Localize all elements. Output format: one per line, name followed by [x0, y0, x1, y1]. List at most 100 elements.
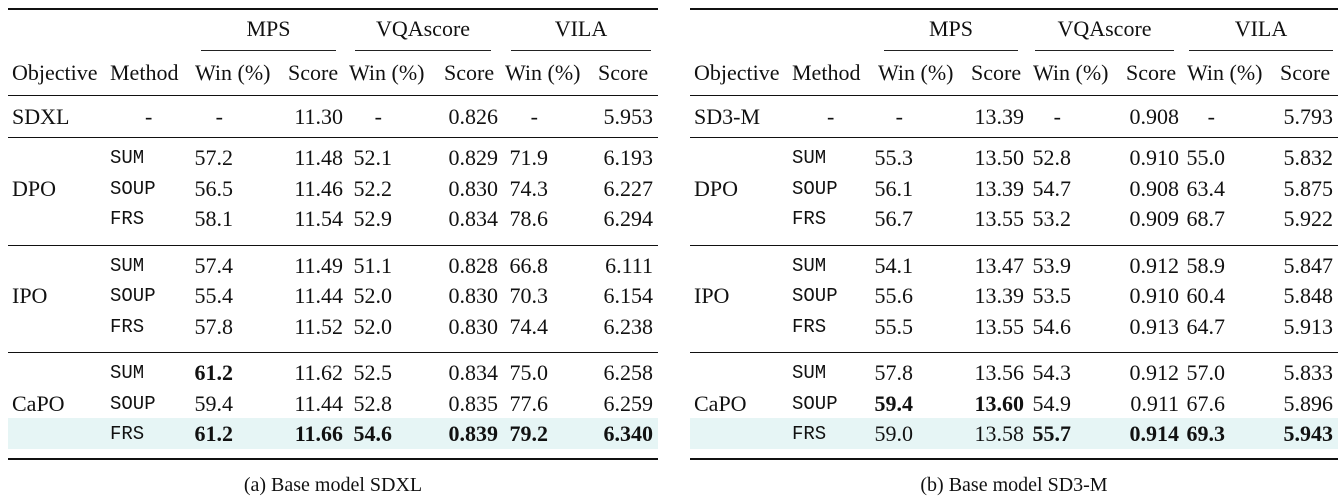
value-cell: 11.54 — [294, 206, 343, 231]
baseline-value: 0.826 — [448, 104, 499, 129]
group-header: VILA — [554, 16, 608, 41]
value-cell: 53.2 — [1032, 206, 1072, 231]
method-cell: FRS — [792, 423, 827, 445]
value-cell: 74.4 — [509, 313, 549, 339]
value-cell: 11.52 — [294, 313, 343, 339]
value-cell: 52.2 — [353, 175, 393, 201]
value-cell: 57.4 — [194, 252, 234, 278]
method-cell: FRS — [792, 208, 827, 230]
value-cell: 0.835 — [448, 390, 499, 416]
value-cell: 54.6 — [353, 421, 393, 446]
value-cell: 0.914 — [1129, 421, 1180, 446]
baseline-objective: SD3-M — [694, 104, 761, 129]
block-rule — [690, 244, 1338, 246]
value-cell: 78.6 — [509, 206, 549, 231]
group-underline — [355, 50, 491, 51]
column-header: Win (%) — [878, 60, 954, 85]
value-cell: 6.238 — [603, 313, 654, 339]
objective-label: CaPO — [12, 390, 65, 416]
objective-label: DPO — [12, 175, 57, 201]
value-cell: 0.912 — [1129, 252, 1180, 278]
baseline-value: - — [1207, 104, 1215, 129]
column-header: Win (%) — [505, 60, 581, 85]
value-cell: 57.8 — [874, 360, 914, 385]
value-cell: 53.5 — [1032, 283, 1072, 308]
value-cell: 68.7 — [1186, 206, 1226, 231]
value-cell: 54.1 — [874, 252, 914, 278]
column-header: Objective — [694, 60, 780, 85]
value-cell: 0.830 — [448, 313, 499, 339]
method-cell: FRS — [110, 423, 145, 445]
caption-a: (a) Base model SDXL — [243, 474, 423, 496]
value-cell: 13.60 — [974, 390, 1025, 416]
value-cell: 6.193 — [603, 145, 654, 170]
column-header: Method — [110, 60, 179, 85]
value-cell: 0.910 — [1129, 145, 1180, 170]
objective-label: IPO — [694, 283, 730, 308]
value-cell: 61.2 — [194, 421, 234, 446]
baseline-value: - — [215, 104, 223, 129]
top-rule — [8, 8, 658, 10]
baseline-value: 11.30 — [294, 104, 343, 129]
objective-label: IPO — [12, 283, 48, 308]
value-cell: 56.1 — [874, 175, 914, 201]
value-cell: 52.1 — [353, 145, 393, 170]
method-cell: FRS — [792, 315, 827, 338]
value-cell: 60.4 — [1186, 283, 1226, 308]
value-cell: 5.896 — [1283, 390, 1334, 416]
group-header: MPS — [246, 16, 291, 41]
highlight-row — [8, 418, 658, 449]
column-header: Score — [1126, 60, 1177, 85]
baseline-method: - — [827, 104, 835, 129]
value-cell: 56.5 — [194, 175, 234, 201]
header-rule — [8, 95, 658, 96]
group-header: VQAscore — [375, 16, 471, 41]
value-cell: 5.833 — [1283, 360, 1334, 385]
method-cell: SOUP — [792, 285, 838, 307]
value-cell: 11.66 — [294, 421, 343, 446]
value-cell: 11.44 — [294, 390, 343, 416]
method-cell: SOUP — [110, 285, 156, 307]
caption-b: (b) Base model SD3-M — [920, 474, 1108, 496]
method-cell: SUM — [792, 147, 827, 169]
value-cell: 55.6 — [874, 283, 914, 308]
bottom-rule — [8, 457, 658, 460]
method-cell: FRS — [110, 315, 145, 338]
column-header: Score — [288, 60, 339, 85]
value-cell: 52.0 — [353, 313, 393, 339]
value-cell: 59.4 — [194, 390, 234, 416]
block-rule — [690, 137, 1338, 138]
value-cell: 0.911 — [1130, 390, 1179, 416]
value-cell: 55.7 — [1032, 421, 1072, 446]
value-cell: 11.62 — [294, 360, 343, 385]
value-cell: 11.48 — [294, 145, 343, 170]
value-cell: 58.9 — [1186, 252, 1226, 278]
baseline-value: 5.793 — [1283, 104, 1334, 129]
value-cell: 59.4 — [874, 390, 914, 416]
value-cell: 57.2 — [194, 145, 234, 170]
value-cell: 13.50 — [974, 145, 1025, 170]
column-header: Win (%) — [1033, 60, 1109, 85]
baseline-method: - — [145, 104, 153, 129]
column-header: Method — [792, 60, 861, 85]
baseline-value: - — [374, 104, 382, 129]
column-header: Score — [971, 60, 1022, 85]
value-cell: 6.258 — [603, 360, 654, 385]
value-cell: 13.55 — [974, 206, 1025, 231]
value-cell: 57.0 — [1186, 360, 1226, 385]
method-cell: SUM — [792, 254, 827, 277]
value-cell: 75.0 — [509, 360, 549, 385]
method-cell: SOUP — [110, 177, 156, 200]
value-cell: 11.46 — [294, 175, 343, 201]
value-cell: 77.6 — [509, 390, 549, 416]
value-cell: 79.2 — [509, 421, 549, 446]
column-header: Score — [598, 60, 649, 85]
value-cell: 70.3 — [509, 283, 549, 308]
baseline-value: - — [1053, 104, 1061, 129]
value-cell: 0.828 — [448, 252, 499, 278]
baseline-value: 5.953 — [603, 104, 654, 129]
value-cell: 53.9 — [1032, 252, 1072, 278]
value-cell: 5.913 — [1283, 313, 1334, 339]
group-header: MPS — [928, 16, 974, 41]
baseline-value: 13.39 — [974, 104, 1025, 129]
